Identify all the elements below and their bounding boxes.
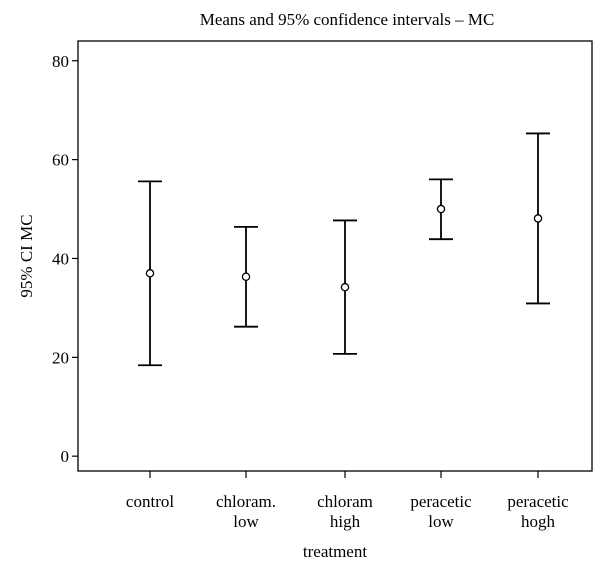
x-tick-label: peracetic hogh — [507, 492, 569, 531]
y-axis-title: 95% CI MC — [17, 214, 36, 297]
mean-point — [340, 282, 350, 292]
mean-point — [436, 204, 446, 214]
mean-point — [241, 272, 251, 282]
error-bar — [526, 132, 550, 305]
error-bar — [234, 225, 258, 328]
x-axis-title: treatment — [303, 542, 367, 561]
y-axis: 0 20 40 60 80 — [52, 52, 78, 466]
mean-point — [145, 269, 155, 278]
chart-title: Means and 95% confidence intervals – MC — [200, 10, 495, 29]
y-tick-label: 80 — [52, 52, 69, 71]
y-tick-label: 0 — [61, 447, 70, 466]
error-bars — [138, 132, 550, 367]
x-tick-label: control — [126, 492, 174, 511]
x-axis: control chloram. low chloram high peracetic lo… — [126, 471, 569, 531]
y-tick-label: 60 — [52, 151, 69, 170]
x-tick-label: chloram. low — [216, 492, 276, 531]
plot-frame — [77, 40, 593, 472]
y-tick-label: 20 — [52, 348, 69, 367]
error-bar — [333, 219, 357, 355]
x-tick-label: peracetic low — [410, 492, 472, 531]
error-bar — [429, 178, 453, 241]
error-bar — [138, 180, 162, 367]
mean-point — [533, 214, 543, 223]
y-tick-label: 40 — [52, 249, 69, 268]
x-tick-label: chloram high — [317, 492, 373, 531]
